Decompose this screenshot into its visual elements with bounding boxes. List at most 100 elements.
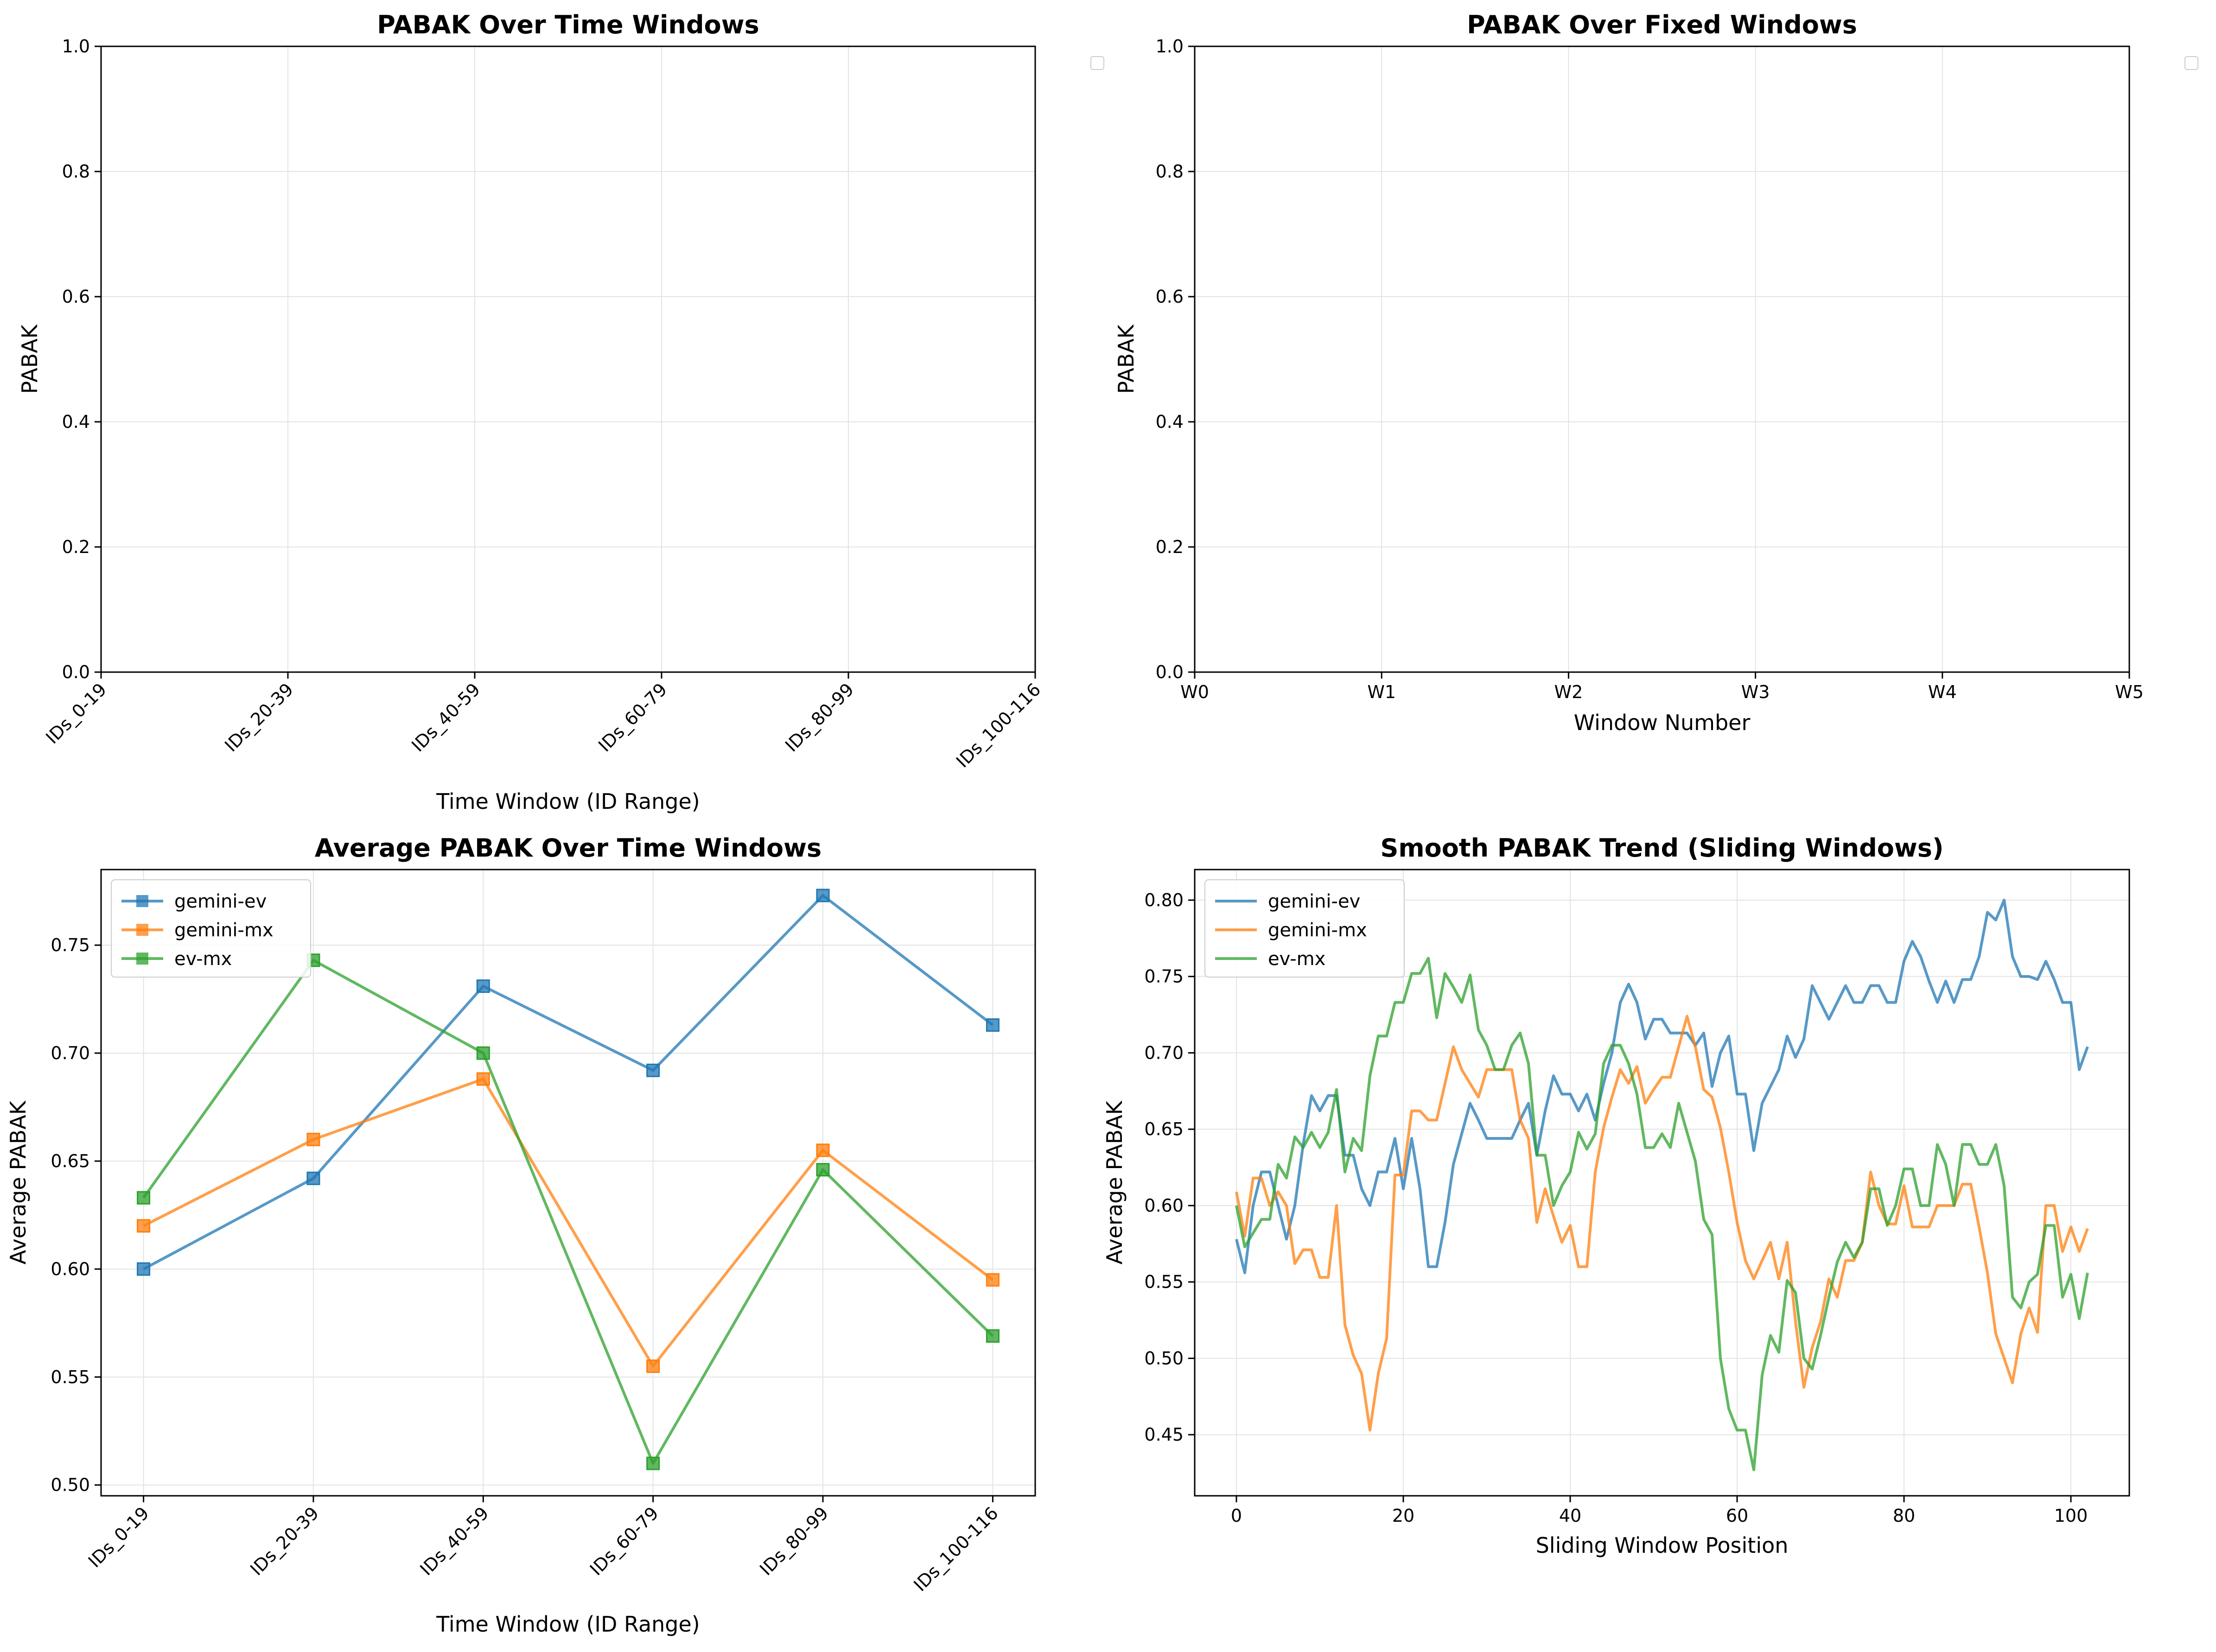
- data-point-gemini-ev: [816, 889, 830, 902]
- x-tick-label: IDs_40-59: [416, 1503, 492, 1579]
- x-tick-label: IDs_80-99: [781, 679, 858, 756]
- x-tick-label: IDs_60-79: [586, 1503, 662, 1579]
- legend-marker-ev-mx: [136, 953, 148, 965]
- plot-frame: [1194, 869, 2130, 1497]
- y-tick-label: 0.6: [1156, 286, 1184, 307]
- x-tick-label: IDs_80-99: [756, 1503, 832, 1579]
- chart-average-pabak-over-time-windows: 0.50 0.55 0.60 0.65 0.70 0.75 IDs_0-19 IDs_20-3…: [6, 833, 1036, 1637]
- y-tick-label: 0.0: [1156, 662, 1184, 682]
- legend-label: ev-mx: [1268, 948, 1325, 970]
- data-point-gemini-ev: [306, 1171, 320, 1185]
- series-line-gemini-ev: [1235, 898, 2089, 1274]
- series-line-ev-mx: [142, 959, 994, 1465]
- plot-frame: [100, 45, 1036, 673]
- x-tick-label: W5: [2115, 682, 2144, 702]
- series-line-gemini-mx: [143, 1077, 994, 1368]
- y-tick-label: 0.75: [1144, 966, 1184, 987]
- y-tick-label: 0.45: [1144, 1424, 1184, 1445]
- y-tick-label: 0.70: [51, 1043, 90, 1063]
- x-tick-label: W0: [1180, 682, 1209, 702]
- y-axis-label: PABAK: [1114, 324, 1139, 394]
- x-tick-label: 60: [1726, 1506, 1748, 1526]
- y-tick-label: 0.70: [1144, 1042, 1184, 1063]
- plot-frame: [1194, 45, 2130, 673]
- chart-pabak-over-time-windows: 0.0 0.2 0.4 0.6 0.8 1.0 IDs_0-19 IDs_20-39 IDs_4…: [17, 10, 1104, 814]
- data-point-gemini-mx: [137, 1219, 151, 1233]
- x-tick-label: IDs_20-39: [221, 679, 297, 756]
- y-tick-label: 0.55: [1144, 1272, 1184, 1292]
- chart-title: Average PABAK Over Time Windows: [315, 833, 821, 863]
- legend-box: [1204, 879, 1405, 978]
- legend-label: gemini-ev: [1268, 891, 1360, 912]
- y-tick-label: 0.60: [51, 1259, 90, 1279]
- y-tick-label: 0.4: [62, 412, 90, 432]
- y-tick-label: 0.4: [1156, 412, 1184, 432]
- y-tick-label: 0.65: [1144, 1119, 1184, 1139]
- series-line-ev-mx: [1235, 957, 2089, 1471]
- y-axis-label: PABAK: [17, 324, 42, 394]
- plot-frame: [100, 869, 1036, 1497]
- legend-label: ev-mx: [174, 948, 232, 970]
- y-tick-label: 0.6: [62, 286, 90, 307]
- chart-title: PABAK Over Time Windows: [377, 10, 759, 39]
- data-point-ev-mx: [646, 1456, 660, 1470]
- x-axis-label: Sliding Window Position: [1536, 1533, 1789, 1558]
- series-line-gemini-ev: [143, 894, 994, 1271]
- y-axis-label: Average PABAK: [1102, 1100, 1127, 1264]
- x-tick-label: IDs_60-79: [594, 679, 671, 756]
- chart-smooth-pabak-trend: 0.45 0.50 0.55 0.60 0.65 0.70 0.75 0.80 0 20 40 60 8…: [1102, 833, 2130, 1558]
- data-point-gemini-ev: [137, 1262, 151, 1276]
- data-point-gemini-ev: [476, 979, 490, 993]
- y-tick-label: 0.0: [62, 662, 90, 682]
- legend-label: gemini-ev: [174, 891, 267, 912]
- legend-label: gemini-mx: [1268, 920, 1367, 941]
- data-point-gemini-mx: [986, 1273, 1000, 1287]
- x-tick-label: W4: [1928, 682, 1957, 702]
- y-tick-label: 0.80: [1144, 890, 1184, 910]
- y-tick-label: 0.60: [1144, 1195, 1184, 1216]
- y-tick-label: 0.75: [51, 935, 90, 955]
- data-point-gemini-mx: [816, 1144, 830, 1157]
- legend-empty-box: [2184, 56, 2198, 70]
- legend-label: gemini-mx: [174, 920, 274, 941]
- x-tick-label: W2: [1554, 682, 1583, 702]
- legend-marker-gemini-ev: [136, 895, 148, 907]
- data-point-gemini-mx: [476, 1072, 490, 1086]
- x-tick-label: IDs_0-19: [84, 1503, 153, 1571]
- x-tick-label: 100: [2054, 1506, 2088, 1526]
- y-tick-label: 0.50: [51, 1475, 90, 1495]
- x-tick-label: W1: [1367, 682, 1396, 702]
- x-tick-label: IDs_20-39: [246, 1503, 323, 1579]
- x-tick-label: W3: [1741, 682, 1770, 702]
- y-tick-label: 1.0: [62, 36, 90, 57]
- data-point-gemini-ev: [986, 1018, 1000, 1032]
- x-axis-label: Window Number: [1574, 710, 1751, 735]
- x-tick-label: IDs_40-59: [408, 679, 484, 756]
- y-tick-label: 1.0: [1156, 36, 1184, 57]
- y-tick-label: 0.8: [1156, 161, 1184, 182]
- x-axis-label: Time Window (ID Range): [436, 789, 700, 814]
- data-point-ev-mx: [137, 1191, 151, 1205]
- data-point-ev-mx: [986, 1329, 1000, 1343]
- data-point-ev-mx: [476, 1046, 490, 1060]
- x-axis-label: Time Window (ID Range): [436, 1612, 700, 1637]
- data-point-ev-mx: [816, 1163, 830, 1177]
- chart-title: PABAK Over Fixed Windows: [1467, 10, 1857, 39]
- y-axis-label: Average PABAK: [6, 1100, 31, 1264]
- chart-title: Smooth PABAK Trend (Sliding Windows): [1380, 833, 1943, 863]
- data-point-gemini-ev: [646, 1063, 660, 1077]
- y-tick-label: 0.65: [51, 1151, 90, 1171]
- x-tick-label: IDs_0-19: [42, 679, 110, 748]
- y-tick-label: 0.2: [62, 537, 90, 557]
- data-point-gemini-mx: [306, 1132, 320, 1146]
- x-tick-label: 80: [1893, 1506, 1915, 1526]
- y-tick-label: 0.50: [1144, 1348, 1184, 1368]
- legend-empty-box: [1090, 56, 1104, 70]
- series-line-gemini-mx: [1235, 1015, 2089, 1432]
- x-tick-label: IDs_100-116: [952, 679, 1044, 771]
- y-tick-label: 0.8: [62, 161, 90, 182]
- x-tick-label: IDs_100-116: [910, 1503, 1002, 1595]
- chart-pabak-over-fixed-windows: 0.0 0.2 0.4 0.6 0.8 1.0 W0 W1 W2 W3 W4 W5 PABAK Over…: [1114, 10, 2198, 735]
- x-tick-label: 0: [1231, 1506, 1242, 1526]
